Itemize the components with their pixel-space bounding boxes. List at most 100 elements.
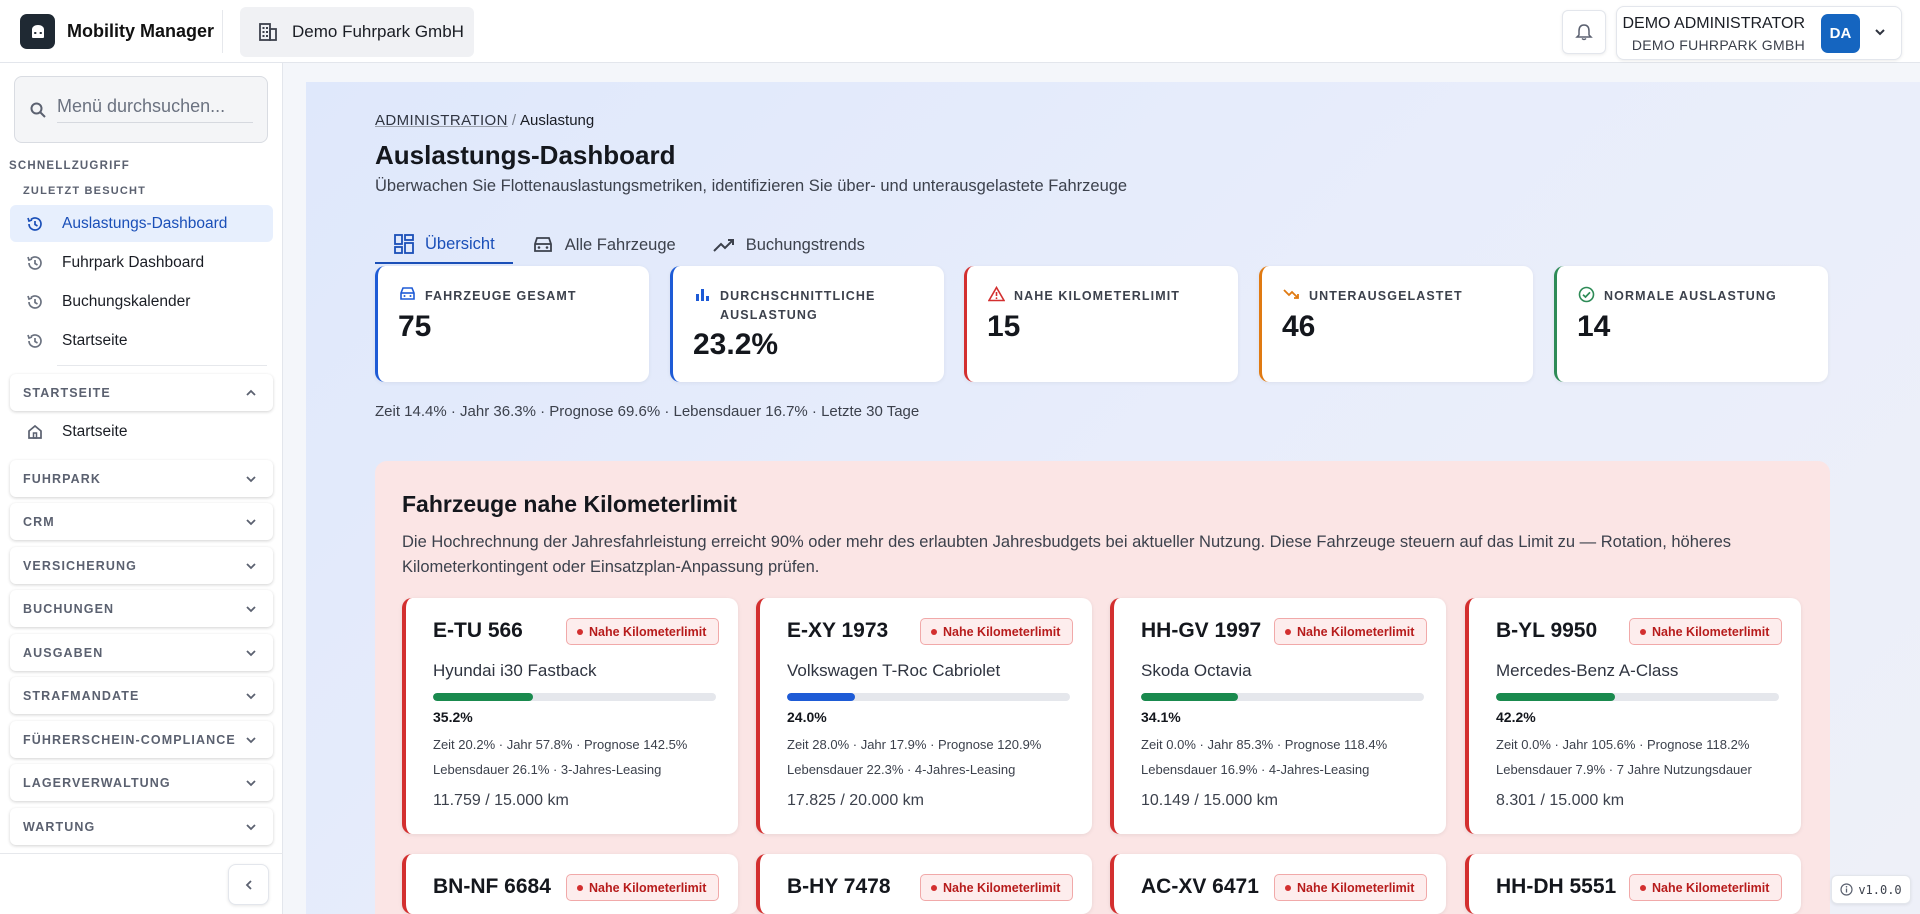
vehicle-plate: AC-XV 6471 (1141, 875, 1259, 898)
stat-value: 14 (1577, 310, 1611, 343)
stat-card-durchschnittliche-auslastung: DURCHSCHNITTLICHE AUSLASTUNG 23.2% (670, 266, 944, 382)
group-fuehrerschein-compliance[interactable]: FÜHRERSCHEIN-COMPLIANCE (10, 721, 273, 758)
vehicle-plate: E-XY 1973 (787, 619, 889, 642)
vehicle-card[interactable]: BN-NF 6684 Nahe Kilometerlimit (402, 854, 738, 914)
stat-value: 46 (1282, 310, 1316, 343)
group-label: BUCHUNGEN (23, 601, 115, 616)
group-label: STRAFMANDATE (23, 688, 140, 703)
vehicle-card[interactable]: E-XY 1973 Nahe Kilometerlimit Volkswagen… (756, 598, 1092, 834)
group-startseite[interactable]: STARTSEITE (10, 374, 273, 411)
status-badge-label: Nahe Kilometerlimit (589, 624, 707, 639)
tab-label: Übersicht (425, 234, 495, 253)
recent-item-startseite[interactable]: Startseite (10, 322, 273, 359)
group-label: AUSGABEN (23, 645, 104, 660)
recent-item-buchungskalender[interactable]: Buchungskalender (10, 283, 273, 320)
user-menu[interactable]: DEMO ADMINISTRATOR DEMO FUHRPARK GMBH DA (1616, 6, 1902, 60)
building-icon (259, 23, 277, 41)
bell-icon (1575, 24, 1593, 41)
utilization-bar-fill (787, 693, 855, 701)
tab-uebersicht[interactable]: Übersicht (375, 226, 513, 264)
group-versicherung[interactable]: VERSICHERUNG (10, 547, 273, 584)
sidebar-item-label: Startseite (62, 422, 128, 440)
metrics-line: Zeit 0.0% · Jahr 85.3% · Prognose 118.4% (1141, 737, 1388, 752)
panel-title: Fahrzeuge nahe Kilometerlimit (402, 491, 737, 517)
status-dot (931, 628, 937, 635)
recent-item-fuhrpark-dashboard[interactable]: Fuhrpark Dashboard (10, 244, 273, 281)
group-label: STARTSEITE (23, 385, 111, 400)
chevron-down-icon (246, 736, 256, 743)
vehicle-model: Volkswagen T-Roc Cabriolet (787, 661, 1001, 680)
company-selector[interactable]: Demo Fuhrpark GmbH (240, 7, 474, 57)
stat-label: NAHE KILOMETERLIMIT (1014, 289, 1181, 303)
stat-card-unterausgelastet: UNTERAUSGELASTET 46 (1259, 266, 1533, 382)
utilization-bar (433, 693, 716, 701)
status-badge: Nahe Kilometerlimit (566, 874, 720, 901)
tab-label: Buchungstrends (745, 235, 865, 254)
recent-item-auslastungs-dashboard[interactable]: Auslastungs-Dashboard (10, 205, 273, 242)
vehicle-card[interactable]: E-TU 566 Nahe Kilometerlimit Hyundai i30… (402, 598, 738, 834)
bar-chart-icon (696, 289, 709, 301)
utilization-bar-fill (433, 693, 533, 701)
status-badge: Nahe Kilometerlimit (1629, 618, 1783, 645)
metrics-line: Zeit 0.0% · Jahr 105.6% · Prognose 118.2… (1496, 737, 1750, 752)
utilization-bar (787, 693, 1070, 701)
brand[interactable]: Mobility Manager (20, 14, 214, 49)
utilization-percent: 35.2% (433, 709, 473, 725)
check-circle-icon (1578, 286, 1595, 303)
group-strafmandate[interactable]: STRAFMANDATE (10, 677, 273, 714)
status-badge: Nahe Kilometerlimit (566, 618, 720, 645)
notifications-button[interactable] (1562, 10, 1606, 54)
vehicle-card[interactable]: B-HY 7478 Nahe Kilometerlimit (756, 854, 1092, 914)
status-dot (1640, 884, 1646, 891)
vehicle-card[interactable]: AC-XV 6471 Nahe Kilometerlimit (1110, 854, 1446, 914)
history-icon (27, 216, 42, 231)
contract-line: Lebensdauer 7.9% · 7 Jahre Nutzungsdauer (1496, 762, 1752, 777)
sidebar: SCHNELLZUGRIFF ZULETZT BESUCHT Auslastun… (0, 63, 283, 914)
divider (222, 10, 223, 53)
group-crm[interactable]: CRM (10, 503, 273, 540)
stat-card-fahrzeuge-gesamt: FAHRZEUGE GESAMT 75 (375, 266, 649, 382)
mileage: 8.301 / 15.000 km (1496, 792, 1625, 809)
tab-buchungstrends[interactable]: Buchungstrends (694, 226, 883, 264)
group-ausgaben[interactable]: AUSGABEN (10, 634, 273, 671)
metrics-line: Zeit 20.2% · Jahr 57.8% · Prognose 142.5… (433, 737, 688, 752)
group-fuhrpark[interactable]: FUHRPARK (10, 460, 273, 497)
info-icon (1840, 883, 1853, 896)
utilization-percent: 34.1% (1141, 709, 1181, 725)
breadcrumb-root-link[interactable]: ADMINISTRATION (375, 112, 508, 129)
status-badge: Nahe Kilometerlimit (1274, 618, 1428, 645)
chevron-down-icon (1875, 29, 1885, 36)
breadcrumb: ADMINISTRATION / Auslastung (375, 112, 594, 129)
chevron-down-icon (246, 692, 256, 699)
sidebar-item-startseite[interactable]: Startseite (10, 413, 273, 450)
user-company: DEMO FUHRPARK GMBH (1631, 37, 1805, 53)
status-badge: Nahe Kilometerlimit (1274, 874, 1428, 901)
mileage: 11.759 / 15.000 km (433, 792, 569, 809)
warning-icon (988, 286, 1005, 302)
group-label: FÜHRERSCHEIN-COMPLIANCE (23, 732, 236, 747)
group-lagerverwaltung[interactable]: LAGERVERWALTUNG (10, 764, 273, 801)
menu-search (14, 76, 268, 143)
group-wartung[interactable]: WARTUNG (10, 808, 273, 845)
status-dot (1640, 628, 1646, 635)
mileage: 17.825 / 20.000 km (787, 792, 924, 809)
utilization-bar-fill (1496, 693, 1616, 701)
recent-item-label: Buchungskalender (62, 292, 191, 310)
history-icon (27, 255, 42, 270)
menu-search-input[interactable] (57, 91, 253, 123)
tab-alle-fahrzeuge[interactable]: Alle Fahrzeuge (513, 226, 694, 264)
divider (0, 853, 283, 854)
vehicle-card[interactable]: HH-DH 5551 Nahe Kilometerlimit (1465, 854, 1801, 914)
group-label: WARTUNG (23, 819, 96, 834)
stat-label: FAHRZEUGE GESAMT (425, 289, 577, 303)
contract-line: Lebensdauer 16.9% · 4-Jahres-Leasing (1141, 762, 1370, 777)
stat-label: UNTERAUSGELASTET (1309, 289, 1463, 303)
vehicle-card[interactable]: HH-GV 1997 Nahe Kilometerlimit Skoda Oct… (1110, 598, 1446, 834)
vehicle-plate: HH-DH 5551 (1496, 875, 1617, 898)
vehicle-card[interactable]: B-YL 9950 Nahe Kilometerlimit Mercedes-B… (1465, 598, 1801, 834)
collapse-sidebar-button[interactable] (228, 864, 269, 905)
version-badge: v1.0.0 (1831, 875, 1911, 904)
group-buchungen[interactable]: BUCHUNGEN (10, 590, 273, 627)
vehicle-plate: HH-GV 1997 (1141, 619, 1262, 642)
recent-item-label: Startseite (62, 331, 128, 349)
